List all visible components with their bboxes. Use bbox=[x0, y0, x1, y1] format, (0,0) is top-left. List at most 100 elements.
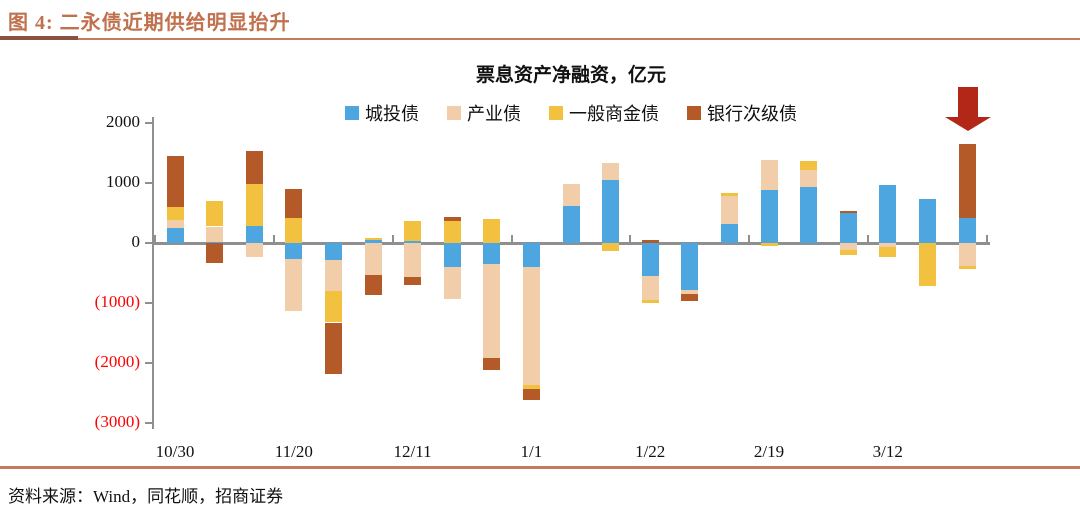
legend-label: 一般商金债 bbox=[569, 104, 659, 124]
y-axis-tick bbox=[145, 242, 152, 244]
x-axis-tick bbox=[273, 235, 275, 243]
y-axis-tick bbox=[145, 362, 152, 364]
x-axis-tick bbox=[510, 235, 513, 243]
bar-segment-8-series-0 bbox=[483, 243, 501, 265]
bar-segment-11-series-0 bbox=[602, 180, 620, 243]
y-tick-label: 0 bbox=[131, 232, 141, 251]
x-axis-tick bbox=[867, 235, 869, 243]
bar-segment-9-series-3 bbox=[522, 389, 540, 401]
bar-segment-7-series-0 bbox=[443, 243, 461, 267]
x-axis-zero-line bbox=[152, 242, 990, 245]
bar-segment-6-series-0 bbox=[404, 240, 422, 243]
bar-segment-13-series-0 bbox=[681, 243, 699, 291]
legend-swatch-icon bbox=[687, 106, 701, 120]
bar-segment-9-series-0 bbox=[522, 243, 540, 267]
bar-segment-7-series-3 bbox=[443, 216, 461, 222]
bar-segment-20-series-0 bbox=[958, 218, 976, 243]
down-arrow-icon bbox=[945, 87, 991, 131]
bar-segment-20-series-2 bbox=[958, 266, 976, 270]
bar-segment-13-series-1 bbox=[681, 290, 699, 294]
bar-segment-15-series-1 bbox=[760, 159, 778, 191]
bar-segment-1-series-2 bbox=[206, 201, 224, 227]
bar-segment-17-series-1 bbox=[839, 243, 857, 251]
bar-segment-11-series-2 bbox=[602, 243, 620, 252]
bar-segment-17-series-2 bbox=[839, 250, 857, 256]
bar-segment-17-series-3 bbox=[839, 211, 857, 214]
bottom-divider bbox=[0, 466, 1080, 469]
down-arrow-shaft bbox=[958, 87, 978, 117]
bar-segment-7-series-2 bbox=[443, 221, 461, 243]
bar-segment-1-series-3 bbox=[206, 243, 224, 263]
y-tick-label: (2000) bbox=[94, 352, 140, 371]
legend-swatch-icon bbox=[345, 106, 359, 120]
bar-segment-3-series-2 bbox=[285, 217, 303, 243]
x-tick-label: 3/12 bbox=[872, 442, 903, 461]
bar-segment-0-series-0 bbox=[166, 228, 184, 243]
bar-segment-8-series-1 bbox=[483, 264, 501, 358]
header-underline-accent bbox=[0, 36, 78, 40]
bar-segment-4-series-0 bbox=[324, 243, 342, 260]
x-axis-tick bbox=[629, 235, 632, 243]
y-axis-tick bbox=[145, 122, 152, 124]
bar-segment-15-series-2 bbox=[760, 243, 778, 246]
bar-segment-4-series-3 bbox=[324, 322, 342, 375]
x-axis-tick bbox=[748, 235, 751, 243]
bar-segment-4-series-2 bbox=[324, 290, 342, 323]
bar-segment-12-series-3 bbox=[641, 240, 659, 243]
bar-segment-6-series-1 bbox=[404, 243, 422, 277]
legend-swatch-icon bbox=[447, 106, 461, 120]
bar-segment-18-series-1 bbox=[879, 243, 897, 247]
bar-segment-19-series-0 bbox=[918, 199, 936, 243]
x-tick-label: 12/11 bbox=[393, 442, 432, 461]
header-underline bbox=[0, 38, 1080, 40]
down-arrow-head bbox=[945, 117, 991, 131]
bar-segment-7-series-1 bbox=[443, 267, 461, 299]
bar-segment-2-series-2 bbox=[245, 183, 263, 227]
bar-segment-10-series-0 bbox=[562, 205, 580, 243]
bar-segment-18-series-2 bbox=[879, 246, 897, 257]
x-tick-label: 10/30 bbox=[155, 442, 195, 461]
bar-segment-15-series-0 bbox=[760, 190, 778, 243]
bar-segment-18-series-0 bbox=[879, 185, 897, 243]
bar-segment-0-series-1 bbox=[166, 219, 184, 228]
x-axis-tick bbox=[985, 235, 988, 243]
y-tick-label: (1000) bbox=[94, 292, 140, 311]
bar-segment-11-series-1 bbox=[602, 162, 620, 180]
bar-segment-9-series-1 bbox=[522, 267, 540, 385]
bar-segment-4-series-1 bbox=[324, 259, 342, 291]
y-axis-tick bbox=[145, 182, 152, 184]
bar-segment-3-series-0 bbox=[285, 243, 303, 259]
bar-segment-20-series-3 bbox=[958, 144, 976, 219]
bar-segment-2-series-0 bbox=[245, 226, 263, 243]
bar-segment-0-series-3 bbox=[166, 155, 184, 207]
legend-label: 城投债 bbox=[365, 104, 419, 124]
bar-segment-14-series-1 bbox=[720, 195, 738, 224]
legend-swatch-icon bbox=[549, 106, 563, 120]
bar-segment-12-series-2 bbox=[641, 299, 659, 303]
x-tick-label: 1/1 bbox=[520, 442, 543, 461]
bar-segment-12-series-1 bbox=[641, 276, 659, 300]
x-tick-label: 1/22 bbox=[635, 442, 666, 461]
bar-segment-14-series-2 bbox=[720, 193, 738, 196]
bar-segment-1-series-0 bbox=[206, 241, 224, 243]
bar-segment-5-series-0 bbox=[364, 239, 382, 243]
bar-segment-5-series-3 bbox=[364, 275, 382, 295]
bar-segment-13-series-3 bbox=[681, 293, 699, 302]
legend-item: 城投债 bbox=[345, 100, 419, 126]
bar-segment-5-series-1 bbox=[364, 243, 382, 276]
figure-header-title: 图 4: 二永债近期供给明显抬升 bbox=[8, 12, 291, 34]
x-axis-tick bbox=[154, 235, 157, 243]
y-axis-tick bbox=[145, 422, 152, 424]
bar-segment-16-series-2 bbox=[800, 160, 818, 171]
bar-segment-8-series-3 bbox=[483, 357, 501, 370]
x-tick-label: 11/20 bbox=[274, 442, 313, 461]
y-tick-label: (3000) bbox=[94, 412, 140, 431]
x-axis-tick bbox=[391, 235, 394, 243]
bar-segment-5-series-2 bbox=[364, 237, 382, 240]
bar-segment-0-series-2 bbox=[166, 207, 184, 220]
bar-segment-10-series-1 bbox=[562, 184, 580, 206]
y-axis-tick bbox=[145, 302, 152, 304]
bar-segment-3-series-1 bbox=[285, 258, 303, 312]
bar-segment-2-series-3 bbox=[245, 151, 263, 184]
